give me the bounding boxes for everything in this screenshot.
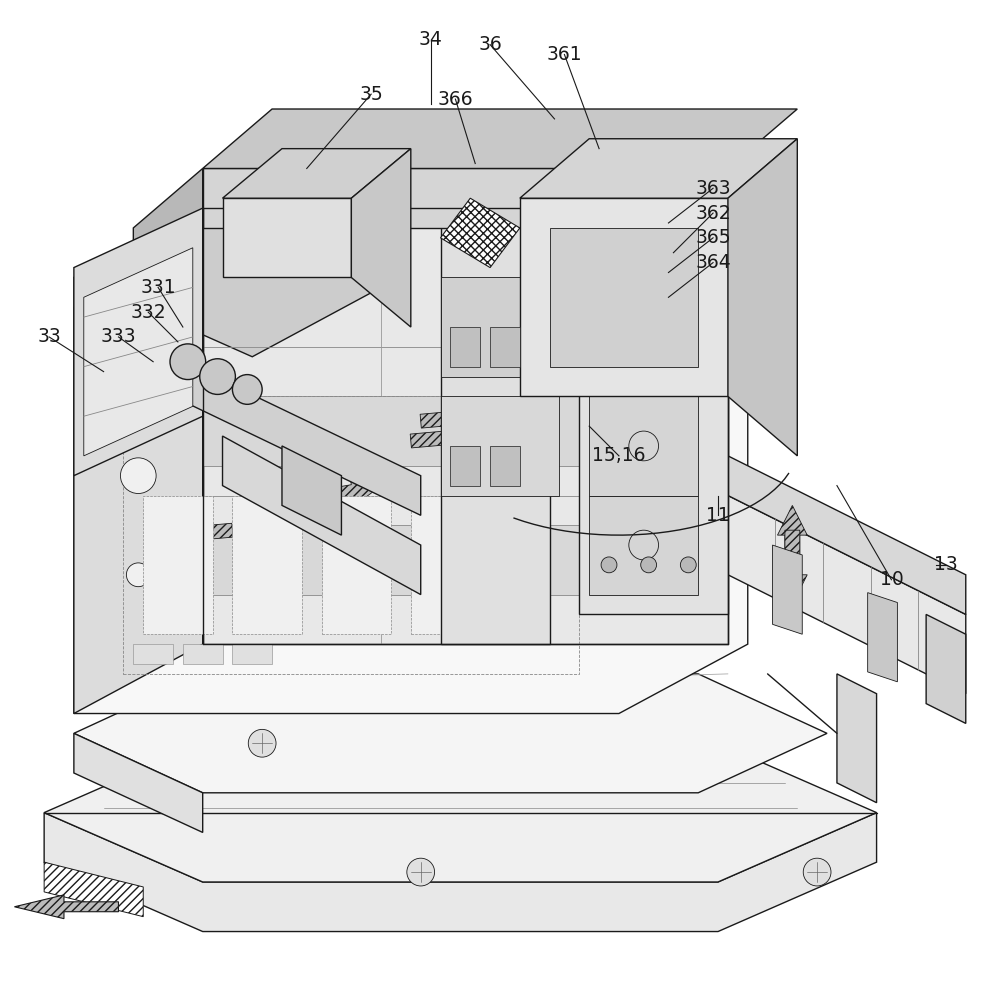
Text: 366: 366 bbox=[438, 89, 473, 109]
Polygon shape bbox=[203, 168, 728, 228]
Circle shape bbox=[601, 557, 617, 573]
Polygon shape bbox=[44, 743, 877, 882]
Polygon shape bbox=[301, 478, 380, 507]
Polygon shape bbox=[450, 446, 480, 486]
Polygon shape bbox=[173, 357, 421, 515]
Circle shape bbox=[170, 344, 206, 380]
Polygon shape bbox=[441, 396, 559, 496]
Text: 332: 332 bbox=[130, 302, 166, 322]
Text: 331: 331 bbox=[140, 277, 176, 297]
Polygon shape bbox=[520, 198, 728, 396]
Polygon shape bbox=[203, 396, 728, 466]
Polygon shape bbox=[133, 168, 203, 287]
Text: 36: 36 bbox=[478, 35, 502, 55]
Polygon shape bbox=[74, 733, 203, 832]
Polygon shape bbox=[351, 149, 411, 327]
Polygon shape bbox=[420, 402, 510, 430]
Polygon shape bbox=[44, 862, 143, 917]
Text: 361: 361 bbox=[547, 45, 582, 64]
Polygon shape bbox=[490, 446, 520, 486]
Polygon shape bbox=[223, 198, 351, 277]
Polygon shape bbox=[450, 327, 480, 367]
Polygon shape bbox=[868, 593, 897, 682]
Polygon shape bbox=[143, 496, 213, 634]
Polygon shape bbox=[282, 446, 341, 535]
Polygon shape bbox=[550, 228, 698, 367]
Polygon shape bbox=[223, 149, 411, 198]
Polygon shape bbox=[410, 417, 529, 448]
Polygon shape bbox=[163, 520, 233, 548]
Text: 362: 362 bbox=[695, 203, 731, 223]
Polygon shape bbox=[133, 644, 173, 664]
Text: 35: 35 bbox=[359, 84, 383, 104]
Circle shape bbox=[248, 729, 276, 757]
Polygon shape bbox=[520, 139, 797, 198]
Polygon shape bbox=[728, 456, 966, 614]
Polygon shape bbox=[589, 496, 698, 595]
Polygon shape bbox=[203, 525, 728, 595]
Polygon shape bbox=[203, 109, 797, 168]
Polygon shape bbox=[74, 208, 203, 714]
Text: 11: 11 bbox=[706, 505, 730, 525]
Polygon shape bbox=[441, 198, 520, 268]
Circle shape bbox=[200, 359, 235, 394]
Polygon shape bbox=[74, 208, 203, 476]
Polygon shape bbox=[728, 139, 797, 456]
Circle shape bbox=[641, 557, 657, 573]
Polygon shape bbox=[777, 530, 807, 605]
Text: 34: 34 bbox=[419, 30, 443, 50]
Text: 333: 333 bbox=[101, 327, 136, 347]
Polygon shape bbox=[84, 248, 193, 456]
Circle shape bbox=[803, 858, 831, 886]
Text: 33: 33 bbox=[37, 327, 61, 347]
Text: 363: 363 bbox=[695, 178, 731, 198]
Circle shape bbox=[407, 858, 435, 886]
Polygon shape bbox=[579, 377, 728, 614]
Polygon shape bbox=[14, 895, 118, 919]
Polygon shape bbox=[322, 496, 391, 634]
Polygon shape bbox=[74, 307, 748, 714]
Circle shape bbox=[232, 375, 262, 404]
Polygon shape bbox=[232, 644, 272, 664]
Polygon shape bbox=[183, 644, 223, 664]
Polygon shape bbox=[74, 208, 381, 357]
Polygon shape bbox=[441, 149, 609, 198]
Polygon shape bbox=[926, 614, 966, 723]
Polygon shape bbox=[223, 436, 421, 595]
Text: 15,16: 15,16 bbox=[592, 446, 646, 466]
Polygon shape bbox=[490, 327, 520, 367]
Polygon shape bbox=[74, 674, 827, 793]
Polygon shape bbox=[728, 496, 966, 694]
Polygon shape bbox=[777, 505, 807, 580]
Polygon shape bbox=[837, 674, 877, 803]
Circle shape bbox=[120, 458, 156, 494]
Text: 365: 365 bbox=[695, 228, 731, 248]
Text: 10: 10 bbox=[880, 570, 903, 590]
Circle shape bbox=[126, 563, 150, 587]
Polygon shape bbox=[411, 496, 480, 634]
Polygon shape bbox=[203, 208, 728, 644]
Circle shape bbox=[680, 557, 696, 573]
Polygon shape bbox=[441, 277, 559, 377]
Text: 364: 364 bbox=[695, 253, 731, 273]
Polygon shape bbox=[441, 198, 550, 644]
Polygon shape bbox=[232, 496, 302, 634]
Polygon shape bbox=[44, 813, 877, 932]
Polygon shape bbox=[589, 396, 698, 496]
Text: 13: 13 bbox=[934, 555, 958, 575]
Polygon shape bbox=[773, 545, 802, 634]
